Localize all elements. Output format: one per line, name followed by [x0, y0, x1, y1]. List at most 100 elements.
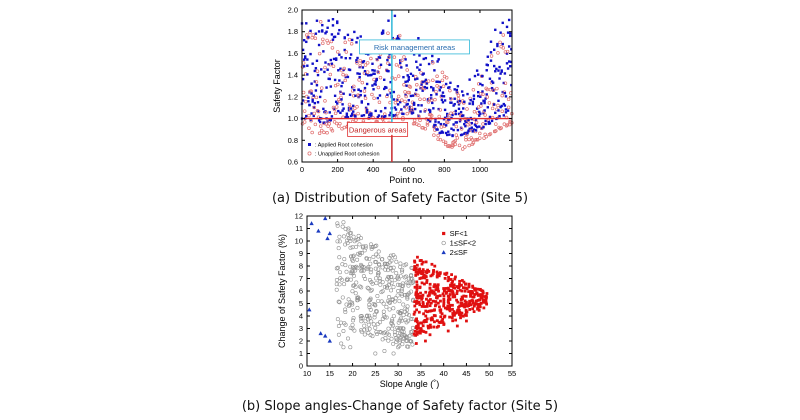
applied-point	[407, 75, 410, 79]
unapplied-point	[489, 54, 494, 58]
applied-point	[510, 60, 513, 64]
applied-point	[419, 110, 422, 113]
sf-mid-point	[403, 306, 408, 311]
sf-lt1-point	[442, 302, 446, 305]
applied-point	[479, 95, 482, 99]
applied-point	[505, 52, 509, 55]
sf-lt1-point	[436, 283, 440, 287]
sf-lt1-point	[484, 301, 488, 305]
unapplied-point	[437, 114, 441, 119]
sf-lt1-point	[477, 303, 481, 307]
applied-point	[362, 114, 366, 117]
applied-point	[359, 93, 362, 97]
unapplied-point	[453, 142, 457, 147]
applied-point	[320, 90, 323, 93]
sf-mid-point	[355, 295, 360, 300]
unapplied-point	[407, 90, 412, 95]
sf-mid-point	[336, 324, 341, 329]
applied-point	[475, 69, 479, 72]
sf-mid-point	[411, 279, 416, 284]
unapplied-point	[357, 78, 361, 82]
applied-point	[357, 88, 360, 92]
sf-lt1-point	[414, 274, 418, 277]
applied-point	[421, 80, 424, 84]
applied-point	[374, 80, 377, 83]
applied-point	[503, 91, 507, 95]
sf-mid-point	[405, 339, 410, 344]
y-tick-label: 6	[299, 287, 303, 296]
applied-point	[415, 88, 418, 92]
unapplied-point	[496, 51, 500, 55]
unapplied-point	[449, 97, 453, 101]
sf-lt1-point	[433, 304, 437, 308]
unapplied-point	[369, 56, 373, 61]
applied-point	[473, 123, 477, 126]
sf-lt1-point	[471, 291, 475, 295]
sf-lt1-point	[417, 270, 421, 274]
sf-mid-point	[353, 291, 358, 296]
applied-point	[411, 74, 415, 77]
applied-point	[506, 31, 510, 34]
sf-lt1-point	[420, 305, 424, 308]
applied-point	[353, 30, 356, 34]
applied-point	[377, 114, 381, 117]
sf-mid-point	[338, 276, 343, 281]
applied-point	[391, 114, 394, 118]
sf-lt1-point	[417, 301, 421, 305]
sf-mid-point	[408, 338, 413, 343]
sf-lt1-point	[482, 300, 486, 304]
unapplied-point	[300, 122, 305, 126]
sf-mid-point	[395, 282, 400, 287]
sf-mid-point	[351, 283, 356, 288]
chart-a-points	[300, 14, 514, 151]
sf-lt1-point	[417, 310, 421, 314]
applied-point	[446, 133, 449, 137]
sf-mid-point	[395, 275, 400, 280]
sf-mid-point	[391, 306, 396, 311]
sf-mid-point	[377, 320, 382, 325]
applied-point	[387, 56, 390, 59]
applied-point	[411, 94, 415, 97]
unapplied-point	[396, 74, 401, 78]
unapplied-point	[498, 40, 502, 45]
sf-mid-point	[353, 268, 358, 273]
sf-lt1-point	[473, 293, 477, 296]
unapplied-point	[402, 82, 406, 87]
sf-mid-point	[350, 322, 355, 327]
sf-mid-point	[352, 266, 357, 271]
unapplied-point	[377, 65, 382, 69]
sf-lt1-point	[471, 290, 474, 293]
applied-point	[494, 111, 497, 115]
applied-point	[341, 81, 344, 84]
sf-lt1-point	[415, 302, 418, 305]
unapplied-point	[344, 73, 349, 78]
caption-a: (a) Distribution of Safety Factor (Site …	[271, 191, 529, 206]
sf-lt1-point	[444, 287, 448, 290]
applied-point	[354, 115, 357, 118]
sf-lt1-point	[461, 286, 465, 290]
sf-lt1-point	[456, 300, 460, 304]
unapplied-point	[453, 139, 457, 143]
sf-mid-point	[345, 232, 350, 237]
applied-point	[472, 97, 476, 101]
applied-point	[434, 123, 437, 127]
sf-lt1-point	[430, 309, 434, 313]
sf-mid-point	[407, 313, 412, 318]
unapplied-point	[494, 122, 498, 126]
applied-point	[473, 74, 477, 78]
applied-point	[428, 120, 432, 123]
sf-ge2-point	[307, 307, 312, 312]
sf-lt1-point	[450, 273, 453, 277]
y-tick-label: 12	[295, 212, 303, 221]
sf-mid-point	[397, 299, 402, 304]
unapplied-point	[309, 119, 313, 123]
dangerous-areas-label: Dangerous areas	[349, 125, 407, 134]
applied-point	[504, 111, 508, 114]
y-tick-label: 0.8	[288, 136, 298, 145]
sf-lt1-point	[462, 280, 466, 284]
sf-mid-point	[341, 220, 346, 225]
sf-lt1-point	[476, 287, 480, 291]
applied-point	[436, 60, 439, 63]
sf-lt1-point	[428, 333, 432, 337]
sf-lt1-point	[460, 311, 464, 315]
